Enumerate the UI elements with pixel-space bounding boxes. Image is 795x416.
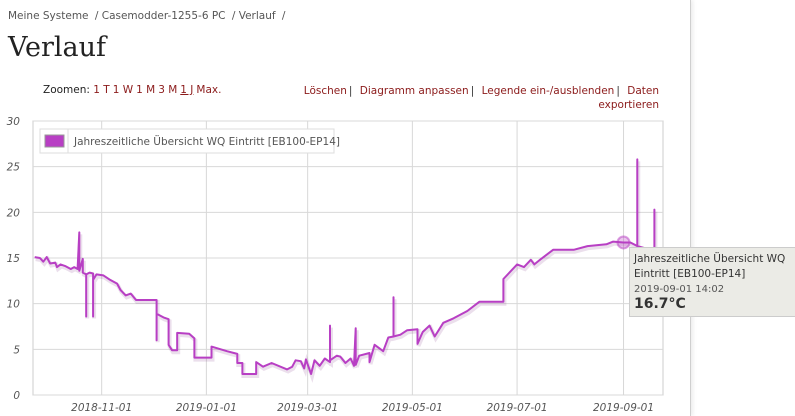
y-tick-label: 20 xyxy=(7,207,21,219)
tooltip-value: 16.7°C xyxy=(634,296,686,312)
adjust-chart-link[interactable]: Diagramm anpassen xyxy=(359,85,469,97)
series-line xyxy=(34,158,660,375)
zoom-1-year[interactable]: 1 J xyxy=(180,84,194,96)
y-tick-label: 10 xyxy=(7,299,21,311)
legend-swatch xyxy=(44,134,65,148)
export-data-link[interactable]: Daten exportieren xyxy=(598,85,659,111)
zoom-3-months[interactable]: 3 M xyxy=(158,84,178,96)
page-title: Verlauf xyxy=(8,32,107,63)
y-tick-label: 0 xyxy=(13,390,20,402)
y-tick-label: 25 xyxy=(7,162,21,174)
x-tick-label: 2019-03-01 xyxy=(277,402,338,414)
delete-link[interactable]: Löschen xyxy=(303,85,347,97)
x-tick-label: 2019-07-01 xyxy=(487,402,548,414)
history-chart[interactable]: 0 5 10 15 20 25 30 2018-11-01 2019-01-01 2019-03-… xyxy=(0,110,690,416)
highlight-marker xyxy=(616,235,631,250)
toggle-legend-link[interactable]: Legende ein-/ausblenden xyxy=(481,85,615,97)
chart-legend: Jahreszeitliche Übersicht WQ Eintritt [E… xyxy=(39,128,340,154)
legend-box xyxy=(39,128,335,154)
tooltip-series: Jahreszeitliche Übersicht WQ Eintritt [E… xyxy=(634,253,786,280)
tooltip-time: 2019-09-01 14:02 xyxy=(634,284,725,295)
breadcrumb-my-systems[interactable]: Meine Systeme xyxy=(8,10,89,22)
legend-label: Jahreszeitliche Übersicht WQ Eintritt [E… xyxy=(73,135,340,148)
chart-tooltip: Jahreszeitliche Übersicht WQ Eintritt [E… xyxy=(629,247,795,317)
y-tick-label: 15 xyxy=(7,253,21,265)
x-tick-label: 2019-05-01 xyxy=(382,402,443,414)
zoom-1-week[interactable]: 1 W xyxy=(112,84,134,96)
breadcrumb: Meine Systeme / Casemodder-1255-6 PC / V… xyxy=(8,10,286,22)
breadcrumb-history[interactable]: Verlauf xyxy=(238,10,276,22)
y-tick-label: 5 xyxy=(13,344,20,356)
y-tick-label: 30 xyxy=(7,116,21,128)
main-content: Meine Systeme / Casemodder-1255-6 PC / V… xyxy=(8,0,691,416)
breadcrumb-system[interactable]: Casemodder-1255-6 PC xyxy=(101,10,226,22)
x-tick-label: 2018-11-01 xyxy=(71,402,132,414)
zoom-label: Zoomen: xyxy=(43,84,90,96)
x-tick-label: 2019-09-01 xyxy=(593,402,654,414)
zoom-1-month[interactable]: 1 M xyxy=(136,84,156,96)
chart-actions: Löschen | Diagramm anpassen | Legende ein-… xyxy=(303,85,659,111)
zoom-max[interactable]: Max. xyxy=(196,84,222,96)
zoom-1-day[interactable]: 1 T xyxy=(93,84,110,96)
x-tick-label: 2019-01-01 xyxy=(176,402,237,414)
